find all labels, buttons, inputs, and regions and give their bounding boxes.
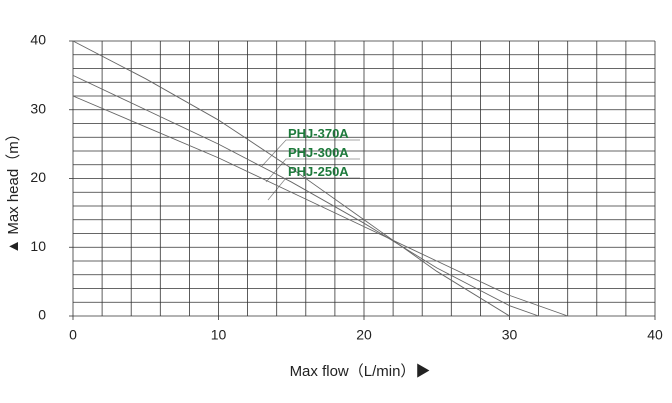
x-tick-label: 40 — [647, 327, 663, 343]
series-line — [72, 95, 568, 317]
leader-line — [261, 139, 360, 167]
y-axis-title: ▲ Max head（m） — [5, 126, 22, 253]
y-tick-label: 40 — [30, 32, 46, 48]
series-line — [72, 40, 510, 317]
series-line — [72, 74, 539, 317]
y-tick-label: 10 — [30, 238, 46, 254]
leader-line — [267, 177, 360, 201]
x-tick-label: 30 — [502, 327, 518, 343]
x-tick-label: 10 — [211, 327, 227, 343]
y-tick-label: 20 — [30, 169, 46, 185]
x-axis-title: Max flow（L/min）▶ — [290, 363, 431, 380]
series-label: PHJ-300A — [288, 145, 349, 160]
series-label: PHJ-250A — [288, 164, 349, 179]
x-tick-label: 0 — [69, 327, 77, 343]
series-label: PHJ-370A — [288, 126, 349, 141]
leader-line — [265, 158, 360, 183]
y-tick-label: 0 — [38, 307, 46, 323]
x-tick-label: 20 — [356, 327, 372, 343]
leaders — [261, 139, 360, 201]
y-tick-label: 30 — [30, 100, 46, 116]
